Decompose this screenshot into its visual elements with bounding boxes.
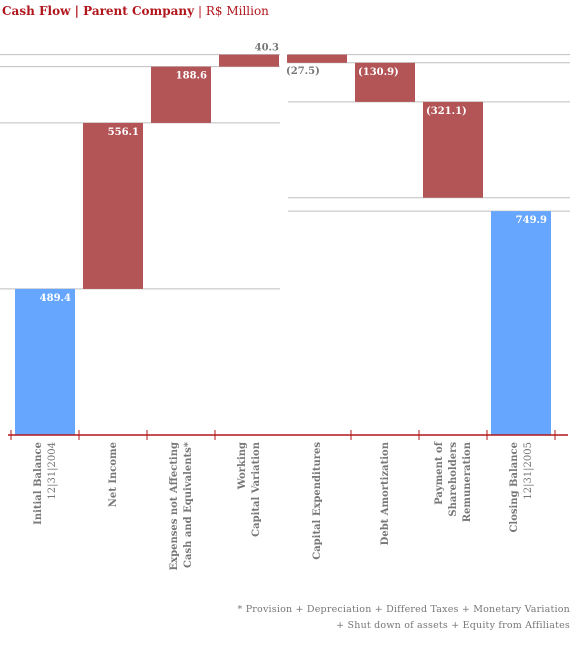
bar-3 (151, 66, 211, 123)
bar-8 (491, 211, 551, 435)
footnote-line-1: * Provision + Depreciation + Differed Ta… (237, 604, 570, 615)
category-label: Debt Amortization (380, 441, 391, 545)
title-unit: R$ Million (205, 4, 269, 18)
category-label: 12|31|2004 (47, 442, 58, 500)
title-company: Cash Flow | Parent Company (2, 4, 195, 18)
category-label: Payment of (434, 441, 445, 505)
bar-value-label: 489.4 (40, 293, 71, 304)
bar-value-label: 188.6 (176, 71, 207, 82)
bar-1 (15, 288, 75, 435)
chart-title: Cash Flow | Parent Company | R$ Million (2, 4, 269, 18)
category-label: Net Income (108, 442, 119, 507)
bar-4 (219, 54, 279, 67)
waterfall-chart: 489.4 556.1 188.6 40.3 (27.5) (130.9) (321.1) 7… (0, 43, 570, 570)
bar-5 (287, 54, 347, 63)
bar-value-label: 749.9 (516, 215, 547, 226)
bar-value-label: (27.5) (286, 66, 320, 77)
category-label: Expenses not Affecting (169, 442, 180, 570)
bar-value-label: 556.1 (108, 127, 139, 138)
bar-value-label: (130.9) (358, 67, 399, 78)
category-label: Remuneration (462, 441, 473, 522)
footnote-line-2: + Shut down of assets + Equity from Affi… (336, 620, 570, 631)
category-label: Closing Balance (509, 442, 520, 533)
category-label: Working (237, 442, 248, 490)
title-separator: | (197, 4, 202, 18)
bar-value-label: (321.1) (426, 106, 467, 117)
category-label: 12|31|2005 (523, 442, 534, 500)
category-label: Cash and Equivalents* (183, 441, 194, 568)
category-label: Shareholders (448, 442, 459, 517)
category-label: Capital Variation (251, 441, 262, 537)
bar-2 (83, 122, 143, 289)
category-label: Capital Expenditures (312, 442, 323, 560)
bar-value-label: 40.3 (255, 43, 279, 54)
bar-6 (355, 62, 415, 102)
bar-7 (423, 101, 483, 198)
category-label: Initial Balance (33, 442, 44, 525)
